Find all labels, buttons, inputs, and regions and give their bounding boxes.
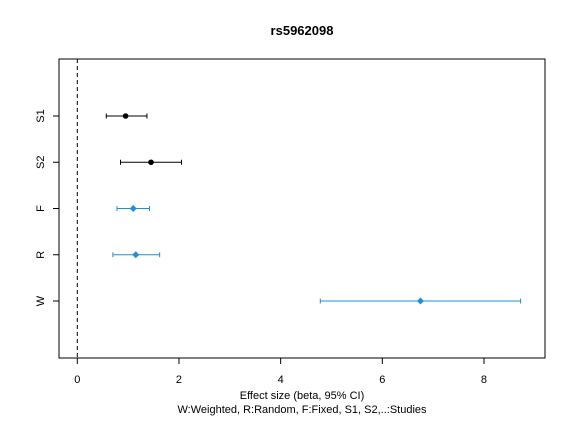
y-tick-label: S2 [35,156,47,169]
x-axis-sublabel: W:Weighted, R:Random, F:Fixed, S1, S2,..… [177,404,427,416]
estimate-diamond [416,297,424,305]
estimate-diamond [132,251,140,259]
forest-rows [105,113,522,305]
forest-row-s2 [120,159,183,166]
forest-row-s1 [105,113,148,119]
x-tick-label: 0 [74,374,80,386]
x-tick-label: 8 [481,374,487,386]
y-axis: S1 S2 F R W [35,109,59,306]
chart-title: rs5962098 [271,23,334,38]
forest-row-w [319,297,522,305]
y-tick-label: F [35,205,47,212]
y-tick-label: S1 [35,109,47,122]
forest-row-f [116,205,150,212]
estimate-point [148,159,154,166]
x-tick-label: 4 [278,374,284,386]
y-tick-label: W [35,295,47,306]
x-tick-label: 2 [176,374,182,386]
forest-row-r [112,251,161,259]
x-axis-label: Effect size (beta, 95% CI) [240,390,365,402]
estimate-diamond [129,205,137,212]
estimate-point [122,113,129,119]
x-tick-label: 6 [379,374,385,386]
y-tick-label: R [35,251,47,259]
x-axis: 0 2 4 6 8 [74,357,487,386]
